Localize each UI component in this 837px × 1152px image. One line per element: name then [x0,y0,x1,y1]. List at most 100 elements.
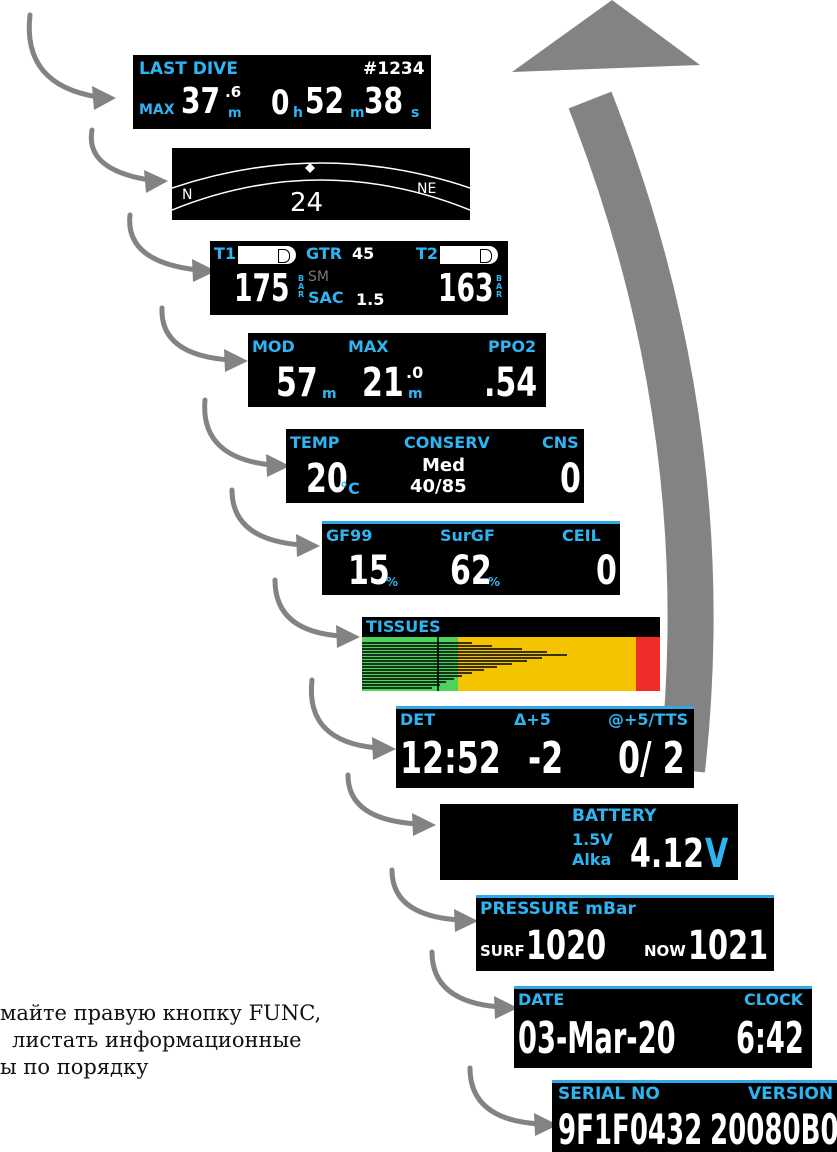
tts-label: @+5/TTS [608,710,689,729]
step-arrow-icon [88,127,153,183]
step-arrowhead-icon [144,170,168,193]
sac-value: 1.5 [356,290,385,309]
step-arrowhead-icon [372,737,396,760]
compass-right-cardinal: NE [417,181,437,197]
mod-max-label: MAX [348,337,389,356]
temp-value: 20 [306,456,348,502]
tts-value: 0/ 2 [618,733,685,784]
gf99-value: 15 [348,548,390,594]
battery-label: BATTERY [572,806,657,826]
instruction-caption: майте правую кнопку FUNC, листать информ… [0,1000,420,1081]
sac-label: SAC [308,288,344,307]
gf99-label: GF99 [326,526,373,545]
cns-value: 0 [560,456,581,502]
now-value: 1021 [688,923,769,969]
cns-label: CNS [542,433,579,452]
time-minutes: 52 [305,81,345,122]
pressure-label: PRESSURE mBar [480,899,636,919]
screen-det: DET Δ+5 @+5/TTS 12:52 -2 0/ 2 [396,706,694,788]
date-value: 03-Mar-20 [518,1013,676,1064]
compass-left-cardinal: N [182,187,193,203]
time-hours: 0 [271,83,290,123]
dive-number: #1234 [363,59,425,79]
step-arrowhead-icon [296,534,320,557]
serial-value: 9F1F0432 [558,1105,703,1152]
max-depth-unit: m [228,106,242,121]
surf-value: 1020 [526,923,607,969]
step-arrow-icon [345,772,421,827]
version-value: 20080B0 [710,1105,837,1152]
tissue-zone-red [636,637,660,691]
step-arrow-icon [467,1065,543,1127]
step-arrow-icon [389,867,463,923]
conserv-label: CONSERV [404,433,490,452]
t1-label: T1 [214,244,237,263]
screen-last-dive: LAST DIVE #1234 MAX 37 .6 m 0 h 52 m 38 … [133,55,431,129]
surf-label: SURF [480,942,525,960]
step-arrowhead-icon [412,813,436,836]
caption-line-3: ы по порядку [0,1055,149,1079]
step-arrowhead-icon [92,86,116,110]
conserv-level: Med [422,455,466,476]
tank1-unit: BAR [298,274,305,299]
screen-gf: GF99 SurGF CEIL 15 % 62 % 0 [322,521,620,595]
battery-type: Alka [572,850,612,869]
surgf-label: SurGF [440,526,495,545]
battery-value: 4.12 [630,831,705,877]
step-arrowhead-icon [534,1113,558,1136]
gtr-label: GTR [306,244,343,263]
tank1-pressure: 175 [234,266,290,310]
tissue-bars [362,637,567,691]
ppo2-value: .54 [484,360,538,406]
mod-max-unit: m [408,386,423,402]
tank1-icon [238,246,296,264]
clock-value: 6:42 [736,1013,804,1064]
gtr-value: 45 [352,244,375,263]
step-arrowhead-icon [454,909,478,932]
temp-label: TEMP [290,433,340,452]
delta-value: -2 [528,733,564,784]
hours-unit: h [293,105,303,121]
mod-max-value: 21 [362,360,404,406]
battery-voltage-type: 1.5V [572,830,613,849]
step-arrowhead-icon [494,996,518,1019]
step-arrow-icon [127,212,201,273]
max-label: MAX [139,102,175,118]
screen-serial: SERIAL NO VERSION 9F1F0432 20080B0 [552,1080,837,1152]
serial-label: SERIAL NO [558,1084,660,1104]
screen-gas: T1 GTR 45 T2 175 BAR SM SAC 1.5 163 BAR [210,241,508,315]
compass-pointer-icon [305,163,315,173]
mod-max-fraction: .0 [406,363,424,382]
seconds-unit: s [411,105,420,121]
tissues-label: TISSUES [366,617,441,636]
mod-label: MOD [252,337,295,356]
version-label: VERSION [748,1084,834,1104]
conserv-gf: 40/85 [410,476,467,497]
max-depth-fraction: .6 [225,83,242,101]
date-label: DATE [518,990,565,1009]
ceil-value: 0 [596,548,617,594]
det-label: DET [400,710,436,729]
ceil-label: CEIL [562,526,601,545]
mod-unit: m [322,386,337,402]
step-arrow-icon [202,397,275,468]
delta-label: Δ+5 [514,710,551,729]
screen-temp: TEMP CONSERV CNS 20 °C Med 40/85 0 [286,429,584,503]
time-seconds: 38 [364,81,404,122]
temp-unit: °C [340,479,360,498]
last-dive-label: LAST DIVE [139,59,238,79]
step-arrowhead-icon [336,625,360,648]
ppo2-label: PPO2 [488,337,537,356]
screen-mod: MOD MAX PPO2 57 m 21 .0 m .54 [248,333,546,407]
step-arrow-icon [308,677,381,751]
screen-pressure: PRESSURE mBar SURF 1020 NOW 1021 [476,895,774,971]
tank2-unit: BAR [496,274,503,299]
caption-line-1: майте правую кнопку FUNC, [0,1001,322,1025]
screen-compass: N NE 24 [172,148,470,220]
max-depth-value: 37 [181,81,221,122]
tissues-header-bar [362,617,660,637]
tank2-pressure: 163 [438,266,494,310]
